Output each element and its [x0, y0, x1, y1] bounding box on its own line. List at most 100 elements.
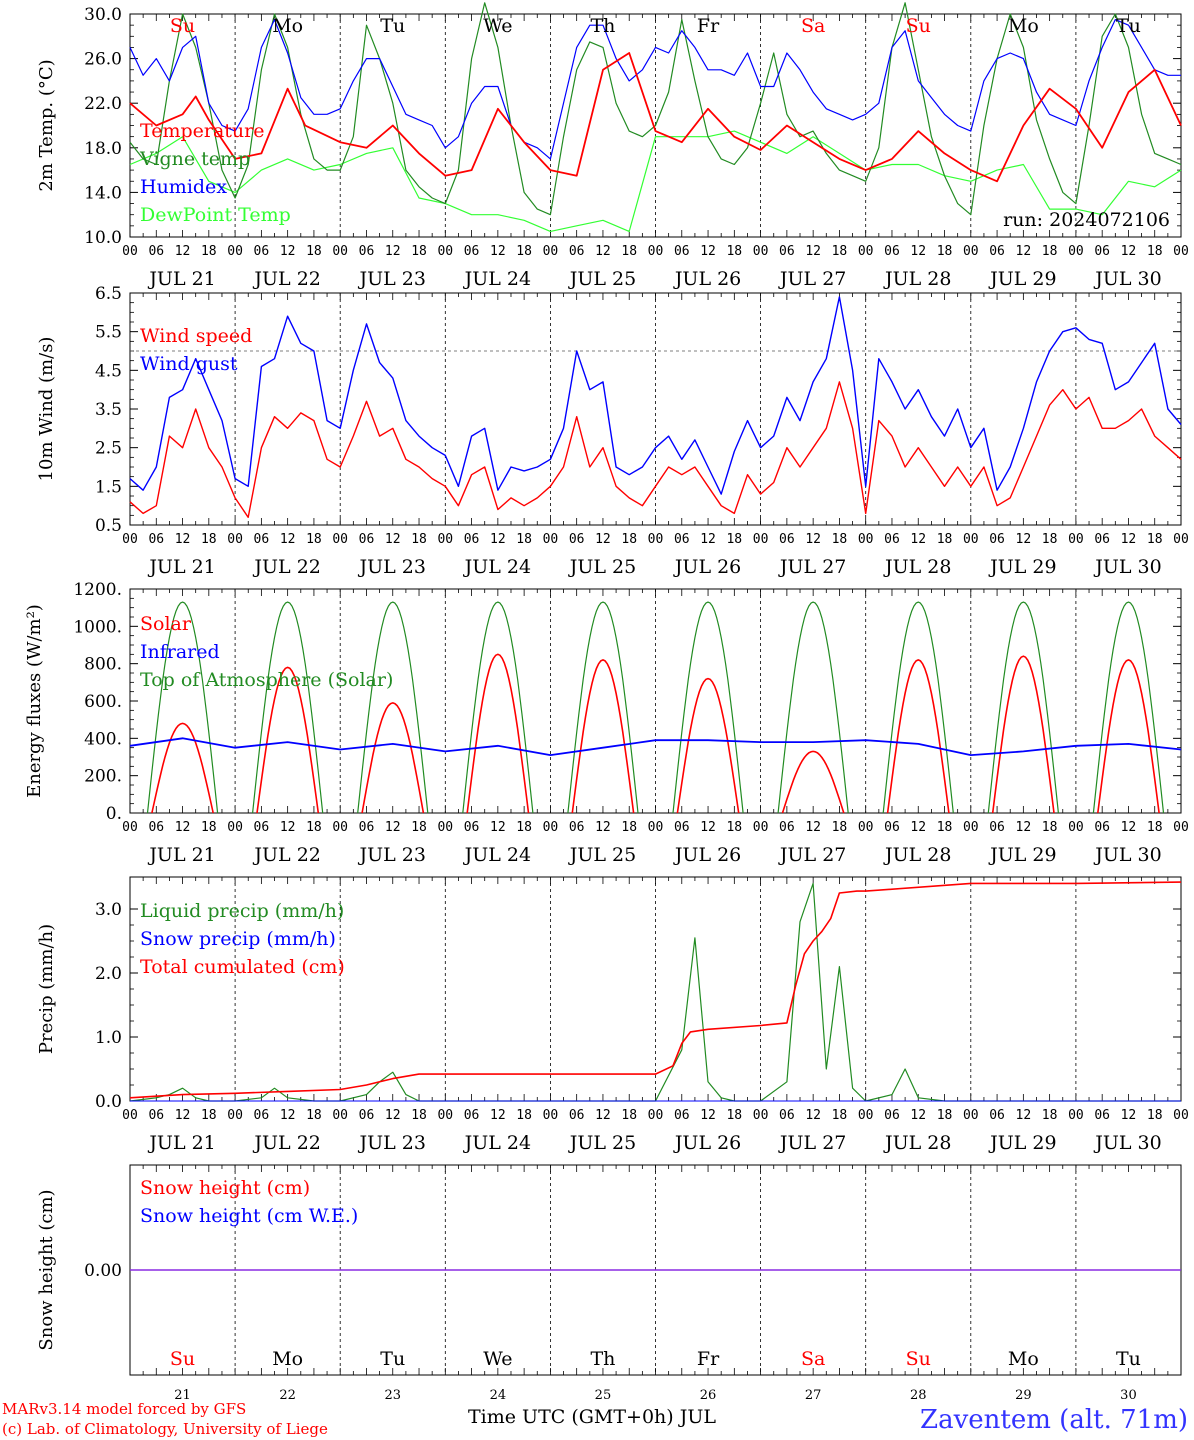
y-tick-label: 3.5 [95, 400, 122, 420]
series-line [129, 130, 1182, 232]
x-hour-label: 06 [254, 1108, 270, 1123]
x-day-label: JUL 29 [988, 268, 1056, 290]
y-axis-label: Snow height (cm) [36, 1189, 57, 1350]
x-day-label: JUL 26 [673, 844, 741, 866]
legend-entry: Liquid precip (mm/h) [140, 900, 344, 922]
x-hour-label: 12 [490, 820, 506, 835]
x-hour-label: 12 [910, 820, 926, 835]
y-tick-label: 0.0 [95, 1092, 122, 1112]
panel-energy: 0. 200. 400. 600. 800. 1000. 1200. Energy fluxe… [24, 580, 1189, 866]
x-day-label: JUL 23 [358, 556, 426, 578]
x-hour-label: 18 [1042, 532, 1058, 547]
x-hour-label: 18 [621, 1108, 637, 1123]
legend-entry: Humidex [140, 176, 227, 198]
x-hour-label: 12 [385, 532, 401, 547]
solar-curve [1097, 659, 1160, 814]
x-day-label: JUL 30 [1093, 1132, 1161, 1154]
x-hour-label: 12 [490, 532, 506, 547]
x-hour-label: 00 [122, 820, 138, 835]
x-hour-label: 18 [832, 820, 848, 835]
x-hour-label: 12 [805, 532, 821, 547]
x-hour-label: 06 [464, 820, 480, 835]
x-hour-label: 06 [464, 1108, 480, 1123]
x-hour-label: 06 [989, 244, 1005, 259]
x-hour-label: 12 [280, 532, 296, 547]
day-name-label: Mo [272, 1348, 303, 1370]
day-name-label: Fr [697, 1348, 720, 1370]
x-day-label: JUL 27 [778, 1132, 846, 1154]
x-hour-label: 12 [175, 820, 191, 835]
y-axis-label: 2m Temp. (°C) [36, 59, 57, 191]
y-tick-label: 18.0 [84, 139, 122, 159]
y-tick-label: 1000. [73, 617, 122, 637]
solar-curve [781, 750, 845, 814]
x-hour-label: 12 [910, 244, 926, 259]
x-hour-label: 12 [280, 1108, 296, 1123]
solar-curve [571, 659, 635, 814]
toa-solar-curve [146, 601, 219, 814]
x-hour-label: 18 [621, 820, 637, 835]
x-hour-label: 00 [858, 532, 874, 547]
day-number-label: 27 [805, 1388, 822, 1403]
x-hour-label: 12 [385, 244, 401, 259]
solar-curve [151, 722, 214, 814]
x-hour-label: 00 [543, 1108, 559, 1123]
x-day-label: JUL 29 [988, 556, 1056, 578]
x-hour-label: 06 [674, 1108, 690, 1123]
x-hour-label: 12 [175, 532, 191, 547]
x-hour-label: 12 [1121, 244, 1137, 259]
x-hour-label: 00 [1068, 820, 1084, 835]
y-tick-label: 6.5 [95, 284, 122, 304]
toa-solar-curve [777, 601, 849, 814]
x-day-label: JUL 24 [463, 1132, 531, 1154]
meteogram-panels: 10.0 14.0 18.0 22.0 26.0 30.0 2m Temp. (°C) Su M… [24, 2, 1189, 1403]
x-hour-label: 18 [411, 1108, 427, 1123]
x-hour-label: 18 [411, 532, 427, 547]
x-hour-label: 00 [648, 1108, 664, 1123]
x-hour-label: 18 [726, 532, 742, 547]
x-hour-label: 12 [805, 244, 821, 259]
x-hour-label: 00 [648, 532, 664, 547]
legend-entry: Vigne temp [139, 148, 250, 170]
x-hour-label: 00 [963, 820, 979, 835]
day-name-label: We [483, 15, 512, 37]
x-hour-label: 00 [753, 244, 769, 259]
y-tick-label: 600. [84, 692, 122, 712]
x-hour-label: 00 [227, 532, 243, 547]
x-hour-label: 18 [201, 820, 217, 835]
y-tick-label: 22.0 [84, 94, 122, 114]
y-axis-label: 10m Wind (m/s) [36, 337, 57, 482]
x-day-label: JUL 26 [673, 1132, 741, 1154]
x-day-label: JUL 25 [568, 844, 636, 866]
panel-precip: 0.0 1.0 2.0 3.0 Precip (mm/h) Liquid precip (… [36, 876, 1189, 1154]
y-tick-label: 0.00 [84, 1261, 122, 1281]
x-hour-label: 06 [779, 244, 795, 259]
x-hour-label: 00 [858, 244, 874, 259]
x-day-label: JUL 24 [463, 556, 531, 578]
x-hour-label: 18 [937, 244, 953, 259]
x-hour-label: 00 [122, 244, 138, 259]
toa-solar-curve [672, 601, 744, 814]
x-hour-label: 12 [595, 820, 611, 835]
x-hour-label: 12 [1016, 1108, 1032, 1123]
station-name: Zaventem (alt. 71m) [920, 1405, 1188, 1435]
x-hour-label: 12 [595, 244, 611, 259]
y-tick-label: 0. [106, 804, 122, 824]
y-tick-label: 2.0 [95, 964, 122, 984]
x-hour-label: 06 [569, 1108, 585, 1123]
x-hour-label: 06 [148, 1108, 164, 1123]
x-day-label: JUL 25 [568, 556, 636, 578]
y-tick-label: 1200. [73, 580, 122, 600]
x-hour-label: 06 [359, 1108, 375, 1123]
day-name-label: Su [906, 15, 931, 37]
x-hour-label: 18 [1147, 532, 1163, 547]
panel-temperature: 10.0 14.0 18.0 22.0 26.0 30.0 2m Temp. (°C) Su M… [36, 2, 1189, 290]
x-hour-label: 18 [1042, 820, 1058, 835]
panel-wind: 0.5 1.5 2.5 3.5 4.5 5.5 6.5 10m Wind (m/s) Wind … [36, 284, 1189, 578]
x-hour-label: 12 [280, 244, 296, 259]
x-hour-label: 06 [884, 532, 900, 547]
x-hour-label: 12 [700, 244, 716, 259]
x-day-label: JUL 27 [778, 268, 846, 290]
x-hour-label: 18 [306, 820, 322, 835]
x-hour-label: 12 [1016, 820, 1032, 835]
